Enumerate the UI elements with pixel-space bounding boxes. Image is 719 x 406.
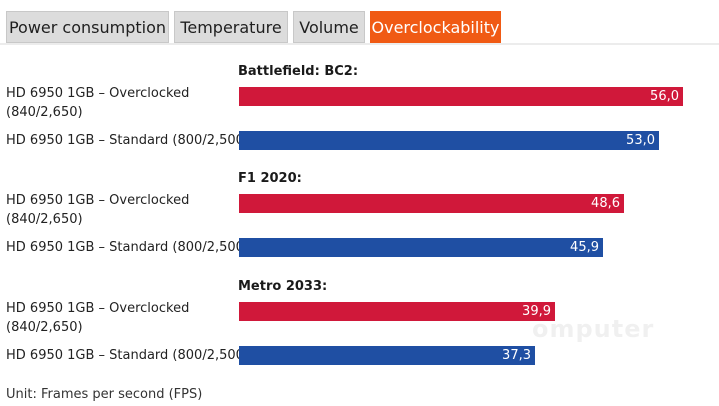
bar-overclocked: 56,0 <box>239 87 683 106</box>
tab-temperature[interactable]: Temperature <box>174 11 288 43</box>
bar-overclocked: 48,6 <box>239 194 624 213</box>
series-label-overclocked: HD 6950 1GB – Overclocked (840/2,650) <box>6 301 190 335</box>
series-label-standard: HD 6950 1GB – Standard (800/2,500) <box>6 240 249 255</box>
bar-value-label: 53,0 <box>626 133 655 148</box>
bar-value-label: 56,0 <box>650 89 679 104</box>
series-label-overclocked: HD 6950 1GB – Overclocked (840/2,650) <box>6 86 190 120</box>
bar-standard: 45,9 <box>239 238 603 257</box>
bar-standard: 53,0 <box>239 131 659 150</box>
unit-label: Unit: Frames per second (FPS) <box>6 387 203 402</box>
bar-standard: 37,3 <box>239 346 535 365</box>
tab-divider <box>0 43 719 45</box>
bar-value-label: 37,3 <box>502 348 531 363</box>
bar-overclocked: 39,9 <box>239 302 555 321</box>
tab-volume[interactable]: Volume <box>293 11 365 43</box>
game-title: Metro 2033: <box>238 279 328 294</box>
game-title: Battlefield: BC2: <box>238 64 359 79</box>
bar-value-label: 48,6 <box>591 196 620 211</box>
bar-value-label: 39,9 <box>522 304 551 319</box>
bar-value-label: 45,9 <box>570 240 599 255</box>
tab-power-consumption[interactable]: Power consumption <box>6 11 169 43</box>
series-label-standard: HD 6950 1GB – Standard (800/2,500) <box>6 348 249 363</box>
game-title: F1 2020: <box>238 171 302 186</box>
series-label-standard: HD 6950 1GB – Standard (800/2,500) <box>6 133 249 148</box>
tab-overclockability[interactable]: Overclockability <box>370 11 501 43</box>
series-label-overclocked: HD 6950 1GB – Overclocked (840/2,650) <box>6 193 190 227</box>
